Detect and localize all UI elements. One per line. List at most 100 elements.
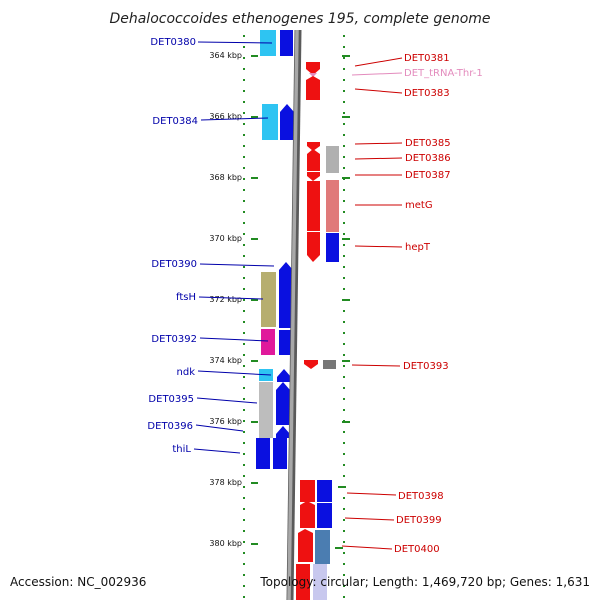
gene-thil-block[interactable] [256, 438, 270, 469]
label-leader-line [341, 545, 393, 550]
gene-label-det0393[interactable]: DET0393 [403, 361, 449, 372]
gene-label-det0386[interactable]: DET0386 [405, 153, 451, 164]
label-leader-line [199, 337, 269, 342]
gene-det0396-arrow[interactable] [276, 426, 290, 438]
right-gene-labels: DET0381 DET_tRNA-Thr-1 DET0383 DET0385 D… [341, 53, 483, 555]
label-leader-line [354, 57, 403, 67]
gene-label-ndk[interactable]: ndk [177, 367, 196, 378]
map-title: Dehalococcoides ethenogenes 195, complet… [109, 11, 490, 27]
label-leader-line [197, 41, 273, 44]
gene-det0383[interactable] [306, 76, 320, 100]
reverse-strand-genes [256, 30, 294, 469]
label-leader-line [200, 117, 269, 121]
gene-det0392-arrow[interactable] [279, 330, 292, 355]
label-leader-line [195, 424, 244, 432]
gene-det0393-block[interactable] [323, 360, 336, 369]
scale-tick-label: 368 kbp [209, 173, 242, 182]
gene-det0398[interactable] [300, 480, 315, 502]
gene-label-det0399[interactable]: DET0399 [396, 515, 442, 526]
gene-metg-block[interactable] [326, 180, 339, 232]
scale-tick-label: 374 kbp [209, 356, 242, 365]
gene-label-thil[interactable]: thiL [172, 444, 191, 455]
gene-label-det0396[interactable]: DET0396 [147, 421, 193, 432]
gene-det0401-block[interactable] [313, 564, 327, 600]
scale-tick-label: 376 kbp [209, 417, 242, 426]
gene-det0393[interactable] [304, 360, 318, 369]
forward-strand-genes [296, 62, 339, 600]
gene-det0400-block[interactable] [315, 530, 330, 564]
scale-tick-mark [251, 421, 258, 423]
gene-thil-arrow[interactable] [273, 438, 287, 469]
scale-tick-mark [342, 360, 350, 362]
gene-hept-block[interactable] [326, 233, 339, 262]
scale-tick-mark [251, 238, 258, 240]
gene-det0392-block[interactable] [261, 329, 275, 355]
gene-det0401[interactable] [296, 564, 310, 600]
gene-det0399[interactable] [300, 501, 315, 528]
scale-tick-label: 378 kbp [209, 478, 242, 487]
scale-tick-mark [251, 177, 258, 179]
gene-det0395-arrow[interactable] [276, 382, 290, 425]
gene-label-metg[interactable]: metG [405, 200, 433, 211]
scale-tick-label: 366 kbp [209, 112, 242, 121]
gene-label-det0400[interactable]: DET0400 [394, 544, 440, 555]
gene-label-det0383[interactable]: DET0383 [404, 88, 450, 99]
gene-label-hept[interactable]: hepT [405, 242, 431, 253]
gene-label-det0380[interactable]: DET0380 [150, 37, 196, 48]
gene-det0380-arrow[interactable] [280, 30, 293, 56]
label-leader-line [354, 142, 403, 145]
gene-det0390-block[interactable] [261, 272, 276, 327]
label-leader-line [354, 157, 403, 160]
scale-tick-mark [251, 55, 258, 57]
topology-text: Topology: circular; Length: 1,469,720 bp… [259, 575, 590, 589]
gene-det0384-arrow[interactable] [280, 104, 294, 140]
scale-tick-mark [251, 543, 258, 545]
scale-tick-mark [251, 116, 258, 118]
gene-label-det0398[interactable]: DET0398 [398, 491, 444, 502]
scale-tick-label: 380 kbp [209, 539, 242, 548]
label-leader-line [199, 263, 275, 267]
gene-trna-thr-1[interactable] [309, 73, 317, 77]
label-leader-line [354, 88, 403, 94]
gene-hept[interactable] [307, 232, 320, 262]
scale-tick-mark [342, 238, 350, 240]
gene-det0386[interactable] [307, 149, 320, 171]
gene-det0385[interactable] [307, 142, 320, 151]
gene-det0384-block[interactable] [262, 104, 278, 140]
scale-tick-mark [251, 482, 258, 484]
gene-ndk-arrow[interactable] [277, 369, 291, 382]
gene-label-ftsh[interactable]: ftsH [176, 292, 196, 303]
scale-tick-mark [342, 299, 350, 301]
label-leader-line [351, 364, 401, 367]
label-leader-line [198, 296, 264, 300]
gene-ftsh-arrow[interactable] [279, 262, 293, 328]
gene-det0398-block[interactable] [317, 480, 332, 502]
scale-tick-mark [251, 299, 258, 301]
gene-det0381[interactable] [306, 62, 320, 75]
scale-tick-mark [342, 116, 350, 118]
label-leader-line [197, 370, 272, 376]
gene-det0395-block[interactable] [259, 382, 273, 438]
gene-label-det0392[interactable]: DET0392 [151, 334, 197, 345]
gene-det0386-block[interactable] [326, 146, 339, 173]
gene-label-trna-thr-1[interactable]: DET_tRNA-Thr-1 [404, 68, 483, 79]
gene-det0399-block[interactable] [317, 503, 332, 528]
gene-label-det0390[interactable]: DET0390 [151, 259, 197, 270]
gene-label-det0395[interactable]: DET0395 [148, 394, 194, 405]
left-gene-labels: DET0380 DET0384 DET0390 ftsH DET0392 ndk… [147, 37, 275, 455]
gene-det0387[interactable] [307, 172, 320, 181]
right-scale-ticks [335, 55, 350, 549]
scale-tick-label: 372 kbp [209, 295, 242, 304]
gene-label-det0387[interactable]: DET0387 [405, 170, 451, 181]
scale-tick-label: 364 kbp [209, 51, 242, 60]
accession-text: Accession: NC_002936 [10, 575, 146, 589]
gene-label-det0384[interactable]: DET0384 [152, 116, 198, 127]
gene-label-det0381[interactable]: DET0381 [404, 53, 450, 64]
scale-tick-mark [342, 177, 350, 179]
gene-label-det0385[interactable]: DET0385 [405, 138, 451, 149]
label-leader-line [354, 245, 403, 248]
gene-det0400[interactable] [298, 529, 313, 562]
gene-metg[interactable] [307, 181, 320, 231]
label-leader-line [193, 448, 241, 454]
